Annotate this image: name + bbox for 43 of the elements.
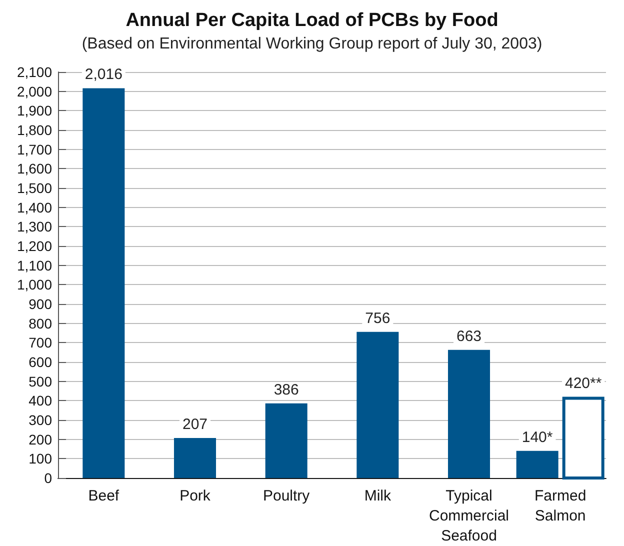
- y-tick-label: 2,100: [16, 64, 52, 80]
- bar: [448, 350, 490, 478]
- y-tick-label: 0: [44, 470, 52, 486]
- chart-subtitle: (Based on Environmental Working Group report of July 30, 2003): [82, 36, 542, 52]
- data-label: 207: [182, 416, 208, 433]
- y-tick-label: 1,500: [16, 180, 52, 196]
- y-tick-label: 600: [28, 354, 52, 370]
- y-tick-label: 1,800: [16, 122, 52, 138]
- y-tick-label: 1,900: [16, 102, 52, 119]
- y-tick-label: 800: [28, 315, 52, 332]
- y-tick-label: 900: [28, 296, 52, 312]
- y-tick-label: 1,000: [16, 276, 52, 293]
- data-label: 756: [365, 310, 390, 327]
- x-tick-label: Milk: [364, 488, 392, 504]
- y-tick-label: 1,600: [16, 160, 52, 177]
- y-tick-label: 1,300: [16, 218, 52, 235]
- y-tick-label: 100: [28, 450, 52, 467]
- bar: [265, 403, 308, 478]
- y-tick-label: 1,100: [16, 257, 52, 274]
- bar: [174, 438, 216, 478]
- y-tick-label: 400: [28, 392, 52, 409]
- y-tick-label: 1,400: [16, 199, 52, 216]
- bar: [356, 332, 399, 478]
- data-label: 140*: [522, 428, 553, 446]
- x-tick-label: Typical Commercial Seafood: [428, 488, 510, 544]
- bar: [562, 396, 604, 480]
- data-label: 420**: [564, 374, 602, 392]
- x-tick-label: Farmed Salmon: [534, 488, 586, 524]
- x-tick-label: Beef: [88, 488, 120, 504]
- bar: [82, 88, 125, 478]
- y-tick-label: 700: [28, 334, 52, 351]
- data-label: 2,016: [84, 66, 122, 84]
- x-tick-label: Pork: [180, 488, 211, 504]
- data-label: 386: [274, 381, 299, 398]
- y-tick-label: 200: [28, 431, 52, 448]
- x-tick-label: Poultry: [262, 488, 310, 504]
- y-tick-label: 2,000: [16, 83, 52, 100]
- y-tick-label: 500: [28, 373, 52, 390]
- data-label: 663: [456, 328, 482, 345]
- chart-title: Annual Per Capita Load of PCBs by Food: [126, 10, 498, 31]
- y-tick-label: 300: [28, 412, 52, 428]
- y-tick-label: 1,200: [16, 238, 52, 254]
- y-tick-label: 1,700: [16, 141, 52, 158]
